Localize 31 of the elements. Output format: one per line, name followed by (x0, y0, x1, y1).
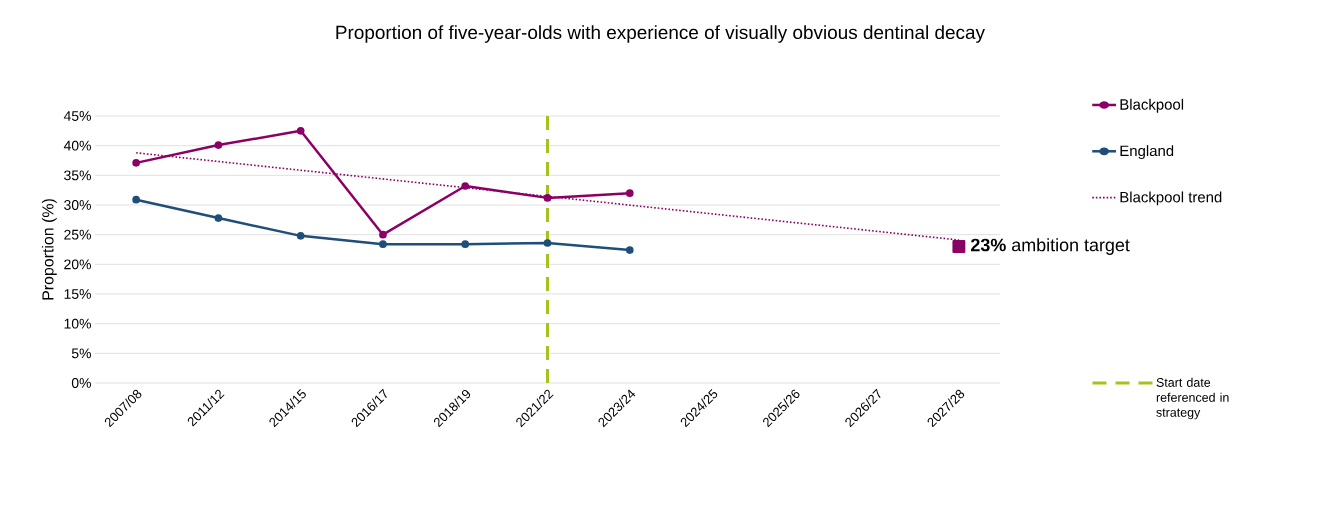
point (543, 239, 552, 247)
y-tick-label: 35% (64, 170, 91, 181)
point (132, 159, 140, 167)
point (379, 240, 387, 248)
legend-label: Blackpool (1120, 98, 1184, 113)
point (296, 126, 305, 135)
legend-label: England (1120, 145, 1174, 160)
y-tick-label: 20% (64, 259, 91, 270)
point (214, 141, 223, 149)
point (132, 195, 140, 204)
point (379, 230, 387, 239)
y-tick-label: 0% (71, 378, 91, 388)
point (214, 214, 223, 222)
point (461, 182, 470, 190)
point (461, 240, 470, 248)
point (296, 232, 305, 240)
y-tick-label: 25% (64, 229, 91, 240)
point (625, 246, 634, 254)
y-tick-label: 40% (63, 140, 91, 151)
y-tick-label: 10% (64, 318, 91, 329)
y-tick-label: 45% (63, 111, 91, 121)
point (625, 189, 634, 197)
point (543, 194, 552, 202)
y-tick-label: 30% (64, 200, 91, 210)
y-tick-label: 15% (64, 289, 91, 299)
chart-title: Proportion of five-year-olds with experience of visually obvious dentinal decay (336, 25, 985, 43)
y-axis-title: Proportion (%) (41, 199, 57, 300)
y-tick-label: 5% (71, 348, 91, 359)
legend-label: Blackpool trend (1120, 191, 1222, 206)
legend-label: Start date referenced in strategy (1156, 377, 1229, 420)
annotation: 23% ambition target (971, 238, 1130, 255)
